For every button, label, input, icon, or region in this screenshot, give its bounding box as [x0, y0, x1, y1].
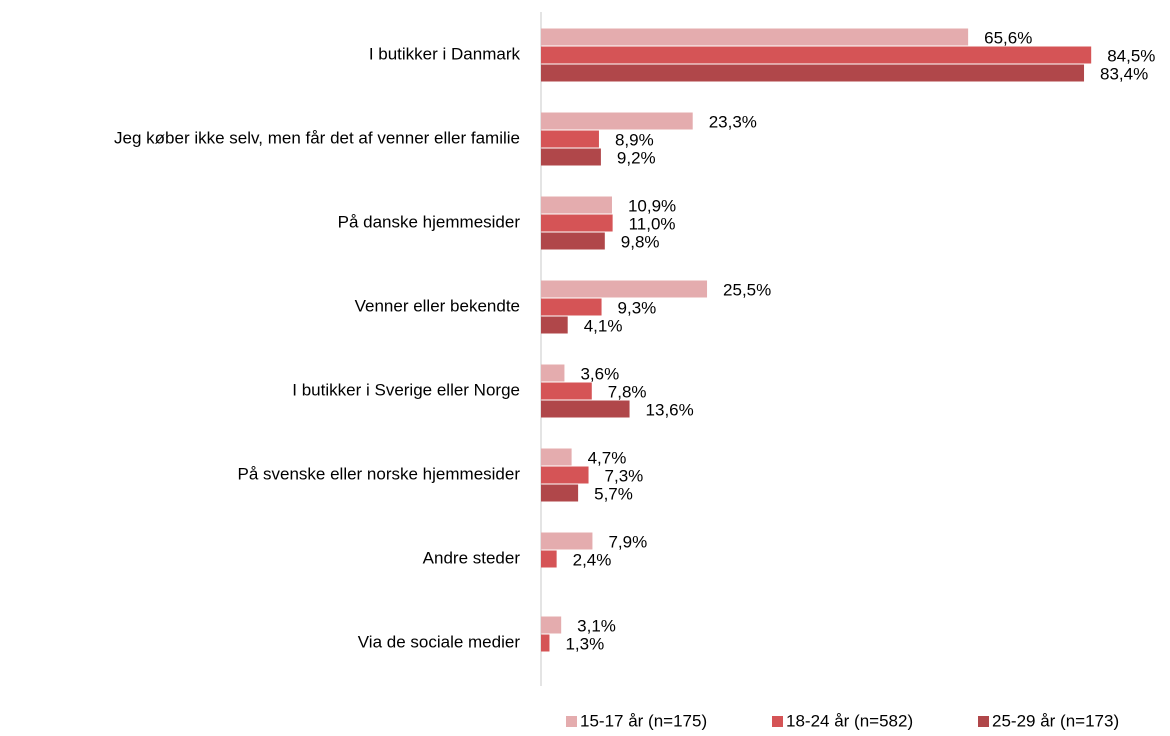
data-label: 84,5% [1107, 46, 1155, 65]
data-label: 1,3% [565, 634, 604, 653]
data-label: 10,9% [628, 196, 676, 215]
bar [541, 214, 613, 232]
bar [541, 280, 708, 298]
bar [541, 484, 579, 502]
data-label: 9,3% [618, 298, 657, 317]
category-label: Andre steder [423, 548, 521, 567]
category-label: I butikker i Sverige eller Norge [292, 380, 520, 399]
data-label: 3,1% [577, 616, 616, 635]
bar [541, 298, 602, 316]
data-label: 4,1% [584, 316, 623, 335]
bar [541, 616, 562, 634]
bar [541, 64, 1085, 82]
bar [541, 466, 589, 484]
bar [541, 382, 592, 400]
category-label: På danske hjemmesider [338, 212, 521, 231]
data-label: 3,6% [580, 364, 619, 383]
data-label: 5,7% [594, 484, 633, 503]
data-label: 9,2% [617, 148, 656, 167]
data-label: 4,7% [588, 448, 627, 467]
legend-swatch [566, 716, 577, 727]
bar [541, 112, 693, 130]
bar [541, 550, 557, 568]
data-label: 8,9% [615, 130, 654, 149]
bar [541, 364, 565, 382]
legend-label: 15-17 år (n=175) [580, 711, 707, 730]
data-label: 65,6% [984, 28, 1032, 47]
data-label: 9,8% [621, 232, 660, 251]
bar [541, 232, 605, 250]
legend-swatch [978, 716, 989, 727]
bar [541, 196, 612, 214]
bar [541, 28, 969, 46]
bar [541, 148, 601, 166]
data-label: 7,8% [608, 382, 647, 401]
category-label: Via de sociale medier [358, 632, 521, 651]
legend-label: 18-24 år (n=582) [786, 711, 913, 730]
category-label: Jeg køber ikke selv, men får det af venn… [114, 128, 520, 147]
legend-swatch [772, 716, 783, 727]
data-label: 7,9% [608, 532, 647, 551]
bar [541, 448, 572, 466]
data-label: 25,5% [723, 280, 771, 299]
legend-label: 25-29 år (n=173) [992, 711, 1119, 730]
data-label: 83,4% [1100, 64, 1148, 83]
data-label: 7,3% [605, 466, 644, 485]
bar [541, 634, 550, 652]
category-label: På svenske eller norske hjemmesider [237, 464, 520, 483]
bar [541, 400, 630, 418]
bar [541, 46, 1092, 64]
category-label: Venner eller bekendte [355, 296, 520, 315]
data-label: 23,3% [709, 112, 757, 131]
data-label: 13,6% [646, 400, 694, 419]
bar [541, 316, 568, 334]
data-label: 2,4% [573, 550, 612, 569]
category-label: I butikker i Danmark [369, 44, 521, 63]
data-label: 11,0% [629, 214, 676, 233]
bar [541, 130, 599, 148]
bar [541, 532, 593, 550]
